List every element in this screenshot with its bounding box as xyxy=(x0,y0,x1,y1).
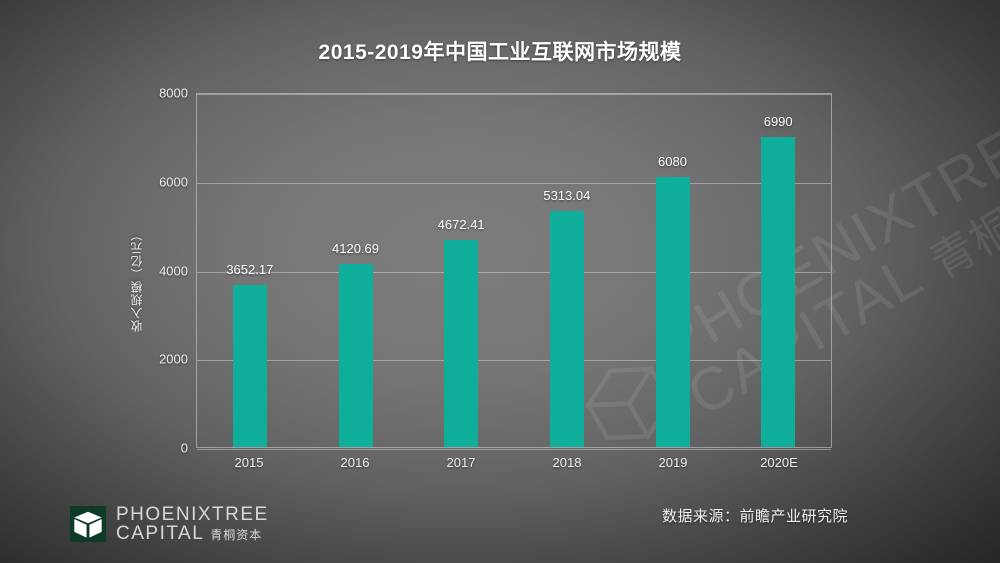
y-axis-ticks: 0 2000 4000 6000 8000 xyxy=(120,86,188,456)
bar-value-label-2020E: 6990 xyxy=(763,113,793,129)
bar-slot: 5313.04 xyxy=(514,94,620,447)
y-tick-label: 2000 xyxy=(159,351,188,367)
source-note: 数据来源：前瞻产业研究院 xyxy=(661,508,848,525)
gridline xyxy=(197,271,831,273)
bar-slot: 4672.41 xyxy=(408,94,514,447)
y-tick-label: 4000 xyxy=(159,263,188,278)
gridline xyxy=(197,360,831,362)
bar-2016[interactable] xyxy=(338,264,373,447)
bar-value-label-2016: 4120.69 xyxy=(332,241,379,257)
x-tick-label-2018: 2018 xyxy=(552,455,582,470)
bar-2017[interactable] xyxy=(444,239,479,447)
y-tick-label: 6000 xyxy=(159,174,188,190)
bar-2018[interactable] xyxy=(549,211,584,447)
logo-line1: PHOENIXTREE xyxy=(116,504,269,525)
bar-2020E[interactable] xyxy=(761,136,796,447)
x-axis-ticks: 2015 2016 2017 2018 2019 2020E xyxy=(196,455,832,470)
x-tick-label-2020E: 2020E xyxy=(760,455,798,470)
bar-value-label-2018: 5313.04 xyxy=(543,188,591,204)
bar-slot: 3652.17 xyxy=(197,94,303,447)
logo-wordmark: PHOENIXTREE CAPITAL 青桐资本 xyxy=(116,505,269,544)
logo-line2: CAPITAL xyxy=(116,523,205,545)
bar-slot: 6990 xyxy=(725,94,831,447)
bar-slot: 4120.69 xyxy=(303,94,409,447)
logo-chinese: 青桐资本 xyxy=(210,528,263,543)
x-tick-label-2017: 2017 xyxy=(446,455,476,470)
x-tick-label-2016: 2016 xyxy=(340,455,370,470)
bar-value-label-2015: 3652.17 xyxy=(226,261,274,277)
bar-value-label-2017: 4672.41 xyxy=(437,216,485,232)
chart-title: 2015-2019年中国工业互联网市场规模 xyxy=(318,41,682,64)
cube-logo-icon xyxy=(70,506,106,543)
bar-2015[interactable] xyxy=(232,284,267,447)
phoenixtree-capital-logo: PHOENIXTREE CAPITAL 青桐资本 xyxy=(70,505,269,544)
x-tick-label-2015: 2015 xyxy=(234,455,264,470)
bar-slot: 6080 xyxy=(620,94,726,447)
gridline xyxy=(197,182,831,184)
bar-series: 3652.17 4120.69 4672.41 5313.04 6080 6990 xyxy=(197,94,831,447)
bar-value-label-2019: 6080 xyxy=(658,154,687,170)
gridline xyxy=(197,94,831,95)
watermark-chinese: 青桐资本 xyxy=(922,155,1000,289)
plot-area: 3652.17 4120.69 4672.41 5313.04 6080 6990 xyxy=(196,93,832,450)
gridline xyxy=(197,449,831,450)
y-tick-label: 8000 xyxy=(159,85,188,101)
bar-2019[interactable] xyxy=(655,177,690,447)
y-tick-label: 0 xyxy=(180,440,188,456)
x-tick-label-2019: 2019 xyxy=(658,455,688,470)
